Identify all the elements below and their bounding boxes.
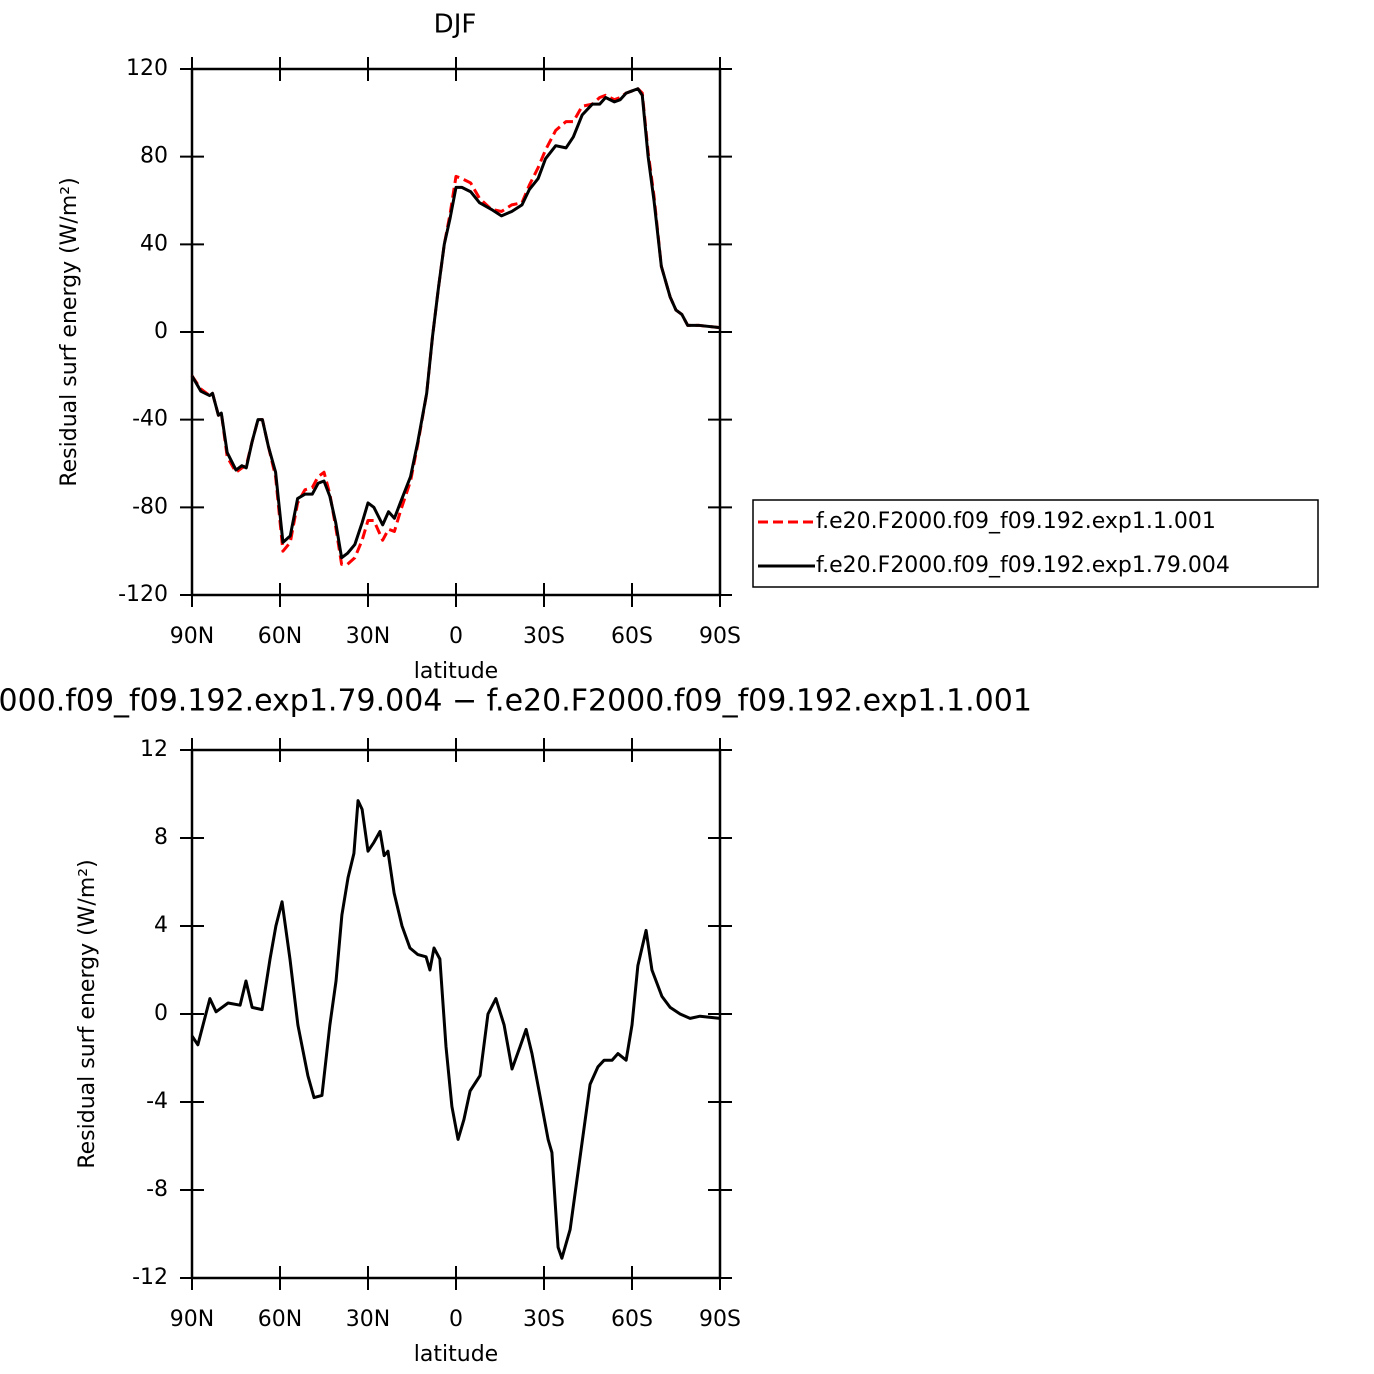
x-axis-label: latitude: [414, 659, 498, 684]
data-line: [190, 87, 721, 566]
x-tick-label: 60N: [258, 624, 302, 649]
x-tick-label: 30S: [523, 624, 565, 649]
legend-box: [752, 499, 1319, 588]
chart-title: f.e20.F2000.f09_f09.192.exp1.79.004 − f.…: [0, 684, 1032, 719]
x-tick-label: 30N: [346, 1307, 390, 1332]
data-line: [190, 87, 721, 560]
x-tick-label: 30N: [346, 624, 390, 649]
y-tick-label: 4: [154, 913, 168, 938]
y-tick-label: -120: [118, 582, 168, 607]
legend-label: f.e20.F2000.f09_f09.192.exp1.79.004: [816, 553, 1230, 578]
y-tick-label: -4: [146, 1089, 168, 1114]
x-tick-label: 90S: [699, 624, 741, 649]
data-line: [190, 799, 721, 1260]
y-tick-label: -12: [132, 1265, 168, 1290]
y-tick-label: -80: [132, 494, 168, 519]
x-tick-label: 60S: [611, 624, 653, 649]
y-tick-label: 80: [140, 144, 168, 169]
plot-frame: [190, 748, 722, 1280]
y-tick-label: 40: [140, 231, 168, 256]
y-tick-label: 120: [126, 56, 168, 81]
x-tick-label: 0: [449, 1307, 463, 1332]
x-tick-label: 30S: [523, 1307, 565, 1332]
y-tick-label: -40: [132, 407, 168, 432]
x-tick-label: 60S: [611, 1307, 653, 1332]
x-tick-label: 60N: [258, 1307, 302, 1332]
chart-title: DJF: [434, 10, 477, 40]
x-tick-label: 90N: [170, 624, 214, 649]
x-tick-label: 0: [449, 624, 463, 649]
y-axis-label: Residual surf energy (W/m²): [57, 177, 82, 486]
legend-label: f.e20.F2000.f09_f09.192.exp1.1.001: [816, 509, 1216, 534]
y-tick-label: 0: [154, 319, 168, 344]
plot-frame: [190, 67, 722, 597]
y-tick-label: 8: [154, 825, 168, 850]
x-axis-label: latitude: [414, 1342, 498, 1367]
y-axis-label: Residual surf energy (W/m²): [75, 859, 100, 1168]
y-tick-label: 0: [154, 1001, 168, 1026]
x-tick-label: 90N: [170, 1307, 214, 1332]
y-tick-label: -8: [146, 1177, 168, 1202]
x-tick-label: 90S: [699, 1307, 741, 1332]
y-tick-label: 12: [140, 737, 168, 762]
